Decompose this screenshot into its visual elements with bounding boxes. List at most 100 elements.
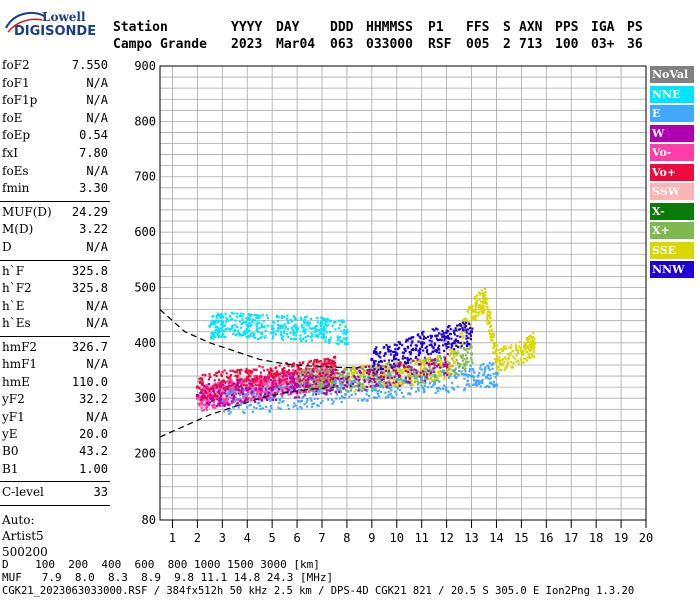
data-point bbox=[379, 374, 382, 377]
data-point bbox=[217, 336, 220, 339]
data-point bbox=[278, 372, 281, 376]
data-point bbox=[243, 333, 246, 336]
data-point bbox=[322, 371, 325, 375]
data-point bbox=[208, 324, 212, 328]
data-point bbox=[320, 324, 323, 327]
data-point bbox=[340, 330, 343, 333]
data-point bbox=[404, 376, 408, 379]
data-point bbox=[219, 388, 222, 391]
data-point bbox=[204, 390, 207, 393]
data-point bbox=[306, 371, 310, 374]
data-point bbox=[388, 379, 391, 383]
data-point bbox=[242, 394, 246, 397]
data-point bbox=[451, 342, 454, 345]
data-point bbox=[503, 368, 506, 371]
data-point bbox=[400, 391, 404, 394]
data-point bbox=[395, 344, 399, 347]
data-point bbox=[312, 392, 315, 395]
data-point bbox=[360, 390, 364, 393]
data-point bbox=[377, 368, 380, 371]
data-point bbox=[432, 358, 436, 362]
data-point bbox=[361, 386, 365, 389]
data-point bbox=[478, 381, 481, 384]
data-point bbox=[297, 372, 300, 375]
data-point bbox=[455, 352, 458, 355]
data-point bbox=[383, 384, 386, 387]
data-point bbox=[220, 321, 224, 325]
data-point bbox=[472, 368, 475, 371]
data-point bbox=[391, 366, 394, 370]
data-point bbox=[262, 390, 265, 393]
data-point bbox=[446, 342, 449, 346]
data-point bbox=[222, 330, 225, 333]
param-value: N/A bbox=[86, 93, 108, 108]
data-point bbox=[464, 317, 467, 320]
data-point bbox=[278, 324, 281, 327]
data-point bbox=[457, 352, 460, 355]
data-point bbox=[392, 381, 395, 384]
data-point bbox=[296, 385, 299, 389]
data-point bbox=[336, 385, 339, 388]
data-point bbox=[387, 370, 391, 373]
data-point bbox=[486, 312, 489, 316]
data-point bbox=[389, 386, 392, 389]
data-point bbox=[239, 381, 242, 384]
data-point bbox=[222, 386, 225, 389]
data-point bbox=[449, 332, 452, 336]
data-point bbox=[309, 359, 313, 363]
data-point bbox=[272, 327, 275, 330]
data-point bbox=[308, 390, 311, 393]
data-point bbox=[303, 379, 306, 383]
y-tick-label-500: 500 bbox=[134, 280, 156, 294]
data-point bbox=[362, 388, 366, 391]
header-value-0: Campo Grande bbox=[113, 37, 207, 52]
data-point bbox=[267, 391, 270, 395]
data-point bbox=[411, 340, 414, 343]
data-point bbox=[272, 332, 275, 335]
data-point bbox=[207, 383, 211, 386]
data-point bbox=[395, 371, 399, 375]
data-point bbox=[387, 395, 390, 399]
data-point bbox=[378, 376, 381, 379]
data-point bbox=[240, 368, 243, 371]
data-point bbox=[522, 349, 525, 353]
data-point bbox=[311, 372, 314, 375]
data-point bbox=[466, 340, 469, 343]
data-point bbox=[340, 400, 343, 404]
data-point bbox=[302, 330, 305, 333]
data-point bbox=[387, 348, 390, 351]
data-point bbox=[454, 340, 458, 343]
data-point bbox=[326, 362, 329, 365]
data-point bbox=[444, 372, 447, 375]
data-point bbox=[490, 324, 493, 327]
data-point bbox=[214, 394, 217, 397]
data-point bbox=[323, 329, 326, 332]
data-point bbox=[308, 376, 312, 380]
data-point bbox=[401, 383, 404, 386]
data-point bbox=[339, 323, 342, 326]
data-point bbox=[392, 358, 396, 361]
data-point bbox=[415, 369, 418, 372]
data-point bbox=[297, 374, 300, 377]
data-point bbox=[370, 367, 373, 370]
data-point bbox=[331, 369, 334, 372]
data-point bbox=[273, 375, 276, 378]
data-point bbox=[281, 338, 284, 341]
data-point bbox=[379, 356, 382, 359]
data-point bbox=[410, 374, 413, 377]
data-point bbox=[463, 389, 466, 392]
data-point bbox=[336, 339, 339, 342]
data-point bbox=[497, 371, 500, 374]
data-point bbox=[410, 368, 413, 372]
series-nne bbox=[208, 311, 349, 346]
data-point bbox=[235, 388, 238, 391]
data-point bbox=[247, 316, 250, 320]
data-point bbox=[409, 357, 412, 360]
data-point bbox=[436, 379, 439, 382]
data-point bbox=[295, 337, 298, 341]
data-point bbox=[461, 366, 465, 369]
data-point bbox=[476, 314, 479, 317]
data-point bbox=[329, 373, 333, 377]
data-point bbox=[449, 375, 452, 378]
data-point bbox=[417, 359, 420, 362]
